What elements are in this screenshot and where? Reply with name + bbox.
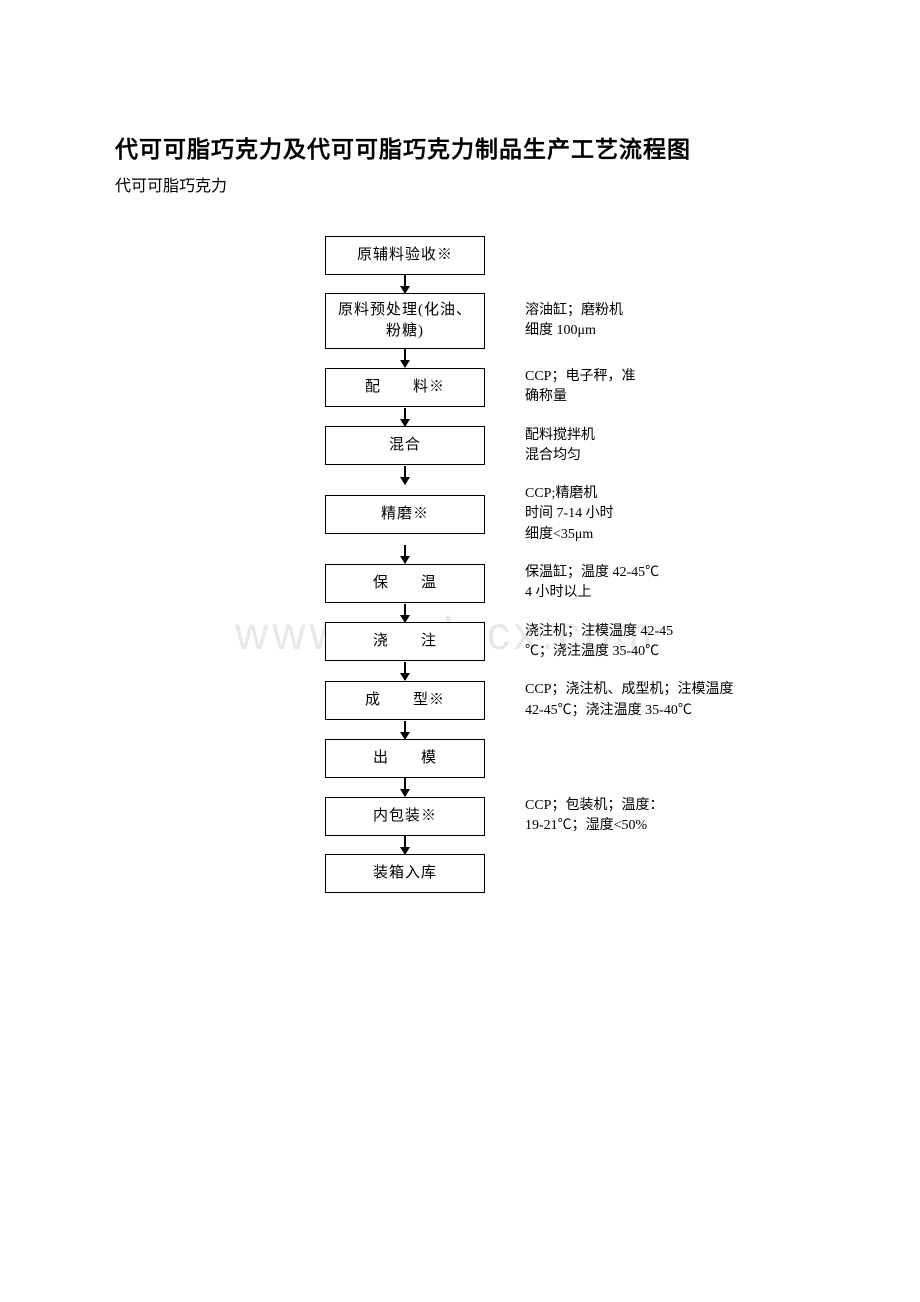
- flow-step-box: 浇 注: [325, 622, 485, 661]
- flow-step-box: 配 料※: [325, 368, 485, 407]
- flow-step-box: 成 型※: [325, 681, 485, 720]
- flow-step-annotation: CCP；电子秤，准确称量: [525, 367, 635, 408]
- flow-step-box: 出 模: [325, 739, 485, 778]
- flow-step-box: 内包装※: [325, 797, 485, 836]
- flow-step-row: 精磨※ CCP;精磨机时间 7-14 小时细度<35μm: [325, 484, 920, 545]
- flow-arrow: [325, 721, 485, 739]
- flow-arrow: [325, 349, 485, 367]
- flow-step-annotation: CCP；包装机；温度：19-21℃；湿度<50%: [525, 796, 663, 837]
- flow-step-annotation: 浇注机；注模温度 42-45℃；浇注温度 35-40℃: [525, 622, 673, 663]
- flowchart-container: www.wodocx.com 原辅料验收※原料预处理(化油、粉糖)溶油缸；磨粉机…: [325, 236, 920, 893]
- flow-step-annotation: 溶油缸；磨粉机细度 100μm: [525, 301, 623, 342]
- flow-step-row: 混合 配料搅拌机混合均匀: [325, 426, 920, 467]
- flow-step-box: 保 温: [325, 564, 485, 603]
- flow-arrow: [325, 466, 485, 484]
- page-title: 代可可脂巧克力及代可可脂巧克力制品生产工艺流程图: [115, 130, 920, 164]
- flow-step-annotation: CCP;精磨机时间 7-14 小时细度<35μm: [525, 484, 614, 545]
- flow-step-row: 装箱入库: [325, 854, 920, 893]
- flow-arrow: [325, 545, 485, 563]
- page-subtitle: 代可可脂巧克力: [115, 172, 920, 196]
- flow-arrow: [325, 662, 485, 680]
- flow-step-row: 内包装※ CCP；包装机；温度：19-21℃；湿度<50%: [325, 796, 920, 837]
- flow-step-row: 出 模: [325, 739, 920, 778]
- flow-step-annotation: CCP；浇注机、成型机；注模温度42-45℃；浇注温度 35-40℃: [525, 680, 733, 721]
- flow-step-annotation: 保温缸；温度 42-45℃4 小时以上: [525, 563, 659, 604]
- flow-step-row: 成 型※ CCP；浇注机、成型机；注模温度42-45℃；浇注温度 35-40℃: [325, 680, 920, 721]
- flow-step-row: 浇 注 浇注机；注模温度 42-45℃；浇注温度 35-40℃: [325, 622, 920, 663]
- flow-step-row: 原辅料验收※: [325, 236, 920, 275]
- flow-arrow: [325, 778, 485, 796]
- flow-step-box: 原料预处理(化油、粉糖): [325, 293, 485, 349]
- flow-step-row: 原料预处理(化油、粉糖) 溶油缸；磨粉机细度 100μm: [325, 293, 920, 349]
- flow-step-row: 配 料※ CCP；电子秤，准确称量: [325, 367, 920, 408]
- flow-step-box: 装箱入库: [325, 854, 485, 893]
- flow-step-box: 混合: [325, 426, 485, 465]
- flow-step-annotation: 配料搅拌机混合均匀: [525, 426, 595, 467]
- flow-arrow: [325, 408, 485, 426]
- flow-step-row: 保 温 保温缸；温度 42-45℃4 小时以上: [325, 563, 920, 604]
- flow-arrow: [325, 836, 485, 854]
- flow-step-box: 精磨※: [325, 495, 485, 534]
- flow-arrow: [325, 604, 485, 622]
- flow-arrow: [325, 275, 485, 293]
- flow-step-box: 原辅料验收※: [325, 236, 485, 275]
